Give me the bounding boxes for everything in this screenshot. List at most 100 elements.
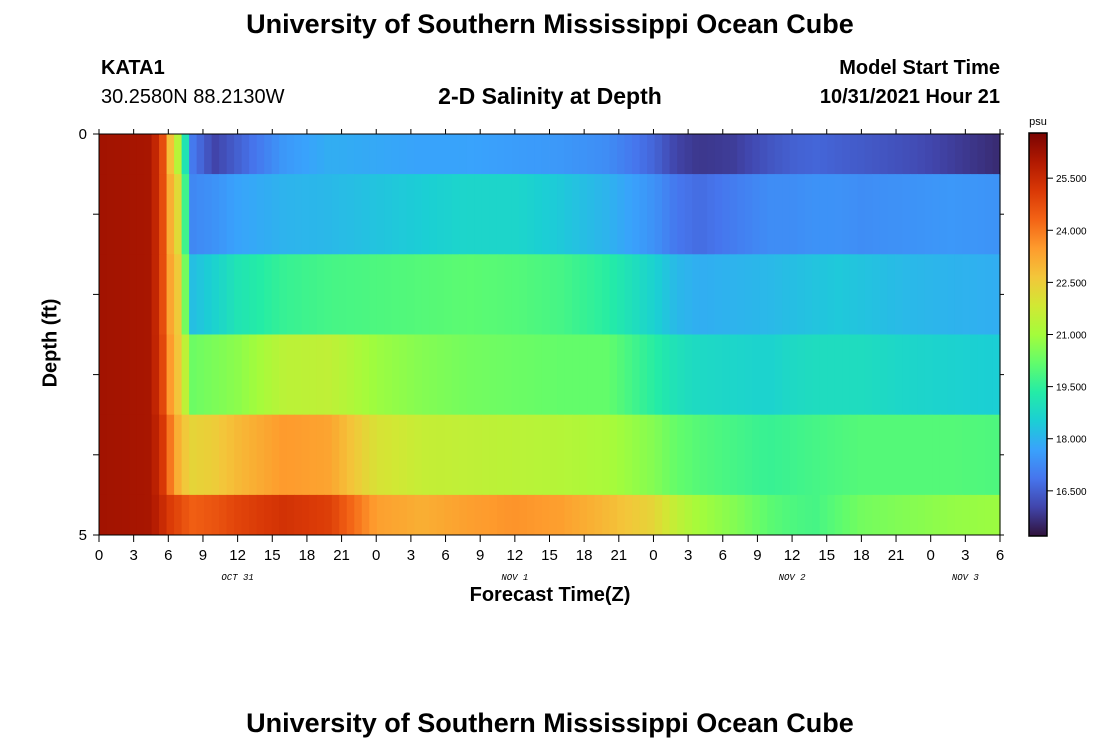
heatmap-cell <box>196 334 205 416</box>
heatmap-cell <box>722 134 731 175</box>
heatmap-cell <box>196 414 205 496</box>
heatmap-cell <box>519 494 528 536</box>
heatmap-cell <box>339 414 348 496</box>
heatmap-cell <box>204 174 213 255</box>
heatmap-cell <box>361 134 370 175</box>
heatmap-cell <box>857 174 866 255</box>
heatmap-cell <box>549 414 558 496</box>
heatmap-cell <box>872 174 881 255</box>
heatmap-cell <box>391 134 400 175</box>
heatmap-cell <box>466 134 476 175</box>
heatmap-cell <box>819 254 828 335</box>
heatmap-cell <box>316 494 325 536</box>
heatmap-cell <box>234 254 243 335</box>
heatmap-cell <box>857 494 866 536</box>
heatmap-cell <box>309 254 318 335</box>
heatmap-cell <box>579 334 588 416</box>
heatmap-cell <box>354 254 363 335</box>
heatmap-cell <box>399 134 408 175</box>
heatmap-cell <box>572 494 581 536</box>
heatmap-cell <box>226 334 235 416</box>
x-tick-label: 0 <box>649 547 657 564</box>
heatmap-cell <box>579 174 588 255</box>
heatmap-cell <box>962 174 971 255</box>
heatmap-cell <box>722 334 731 416</box>
heatmap-cell <box>804 134 813 175</box>
heatmap-cell <box>864 174 873 255</box>
heatmap-cell <box>879 494 888 536</box>
heatmap-cell <box>511 174 521 255</box>
heatmap-cell <box>782 254 791 335</box>
heatmap-cell <box>106 334 115 416</box>
heatmap-cell <box>932 254 941 335</box>
heatmap-cell <box>624 494 633 536</box>
heatmap-cell <box>241 334 250 416</box>
station-id: KATA1 <box>101 57 165 79</box>
heatmap-cell <box>564 174 573 255</box>
heatmap-cell <box>752 134 761 175</box>
colorbar-tick-label: 19.500 <box>1056 383 1087 394</box>
heatmap-cell <box>992 254 1001 335</box>
heatmap-cell <box>399 174 408 255</box>
heatmap-cell <box>744 134 753 175</box>
heatmap-cell <box>189 334 198 416</box>
heatmap-cell <box>384 494 393 536</box>
heatmap-cell <box>346 494 355 536</box>
x-tick-label: 15 <box>541 547 558 564</box>
heatmap-cell <box>977 254 986 335</box>
heatmap-cell <box>286 254 295 335</box>
heatmap-cell <box>662 414 671 496</box>
heatmap-cell <box>849 254 858 335</box>
heatmap-cell <box>204 254 213 335</box>
x-tick-label: 9 <box>753 547 761 564</box>
heatmap-cell <box>932 414 941 496</box>
heatmap-cell <box>872 414 881 496</box>
heatmap-cell <box>151 174 160 255</box>
heatmap-cell <box>414 414 423 496</box>
heatmap-cell <box>256 334 265 416</box>
heatmap-cell <box>369 334 378 416</box>
heatmap-cell <box>572 254 581 335</box>
heatmap-cell <box>136 254 145 335</box>
heatmap-cell <box>617 174 626 255</box>
heatmap-cell <box>271 134 280 175</box>
heatmap-cell <box>924 134 934 175</box>
heatmap-cell <box>834 174 843 255</box>
heatmap-cell <box>797 414 806 496</box>
heatmap-cell <box>489 334 498 416</box>
heatmap-cell <box>639 134 648 175</box>
heatmap-cell <box>279 174 288 255</box>
heatmap-cell <box>99 134 108 175</box>
heatmap-cell <box>489 134 498 175</box>
heatmap-cell <box>692 254 701 335</box>
heatmap-cell <box>549 334 558 416</box>
heatmap-cell <box>541 134 551 175</box>
heatmap-cell <box>954 494 964 536</box>
heatmap-cell <box>519 334 528 416</box>
heatmap-cell <box>226 254 235 335</box>
heatmap-cell <box>121 334 130 416</box>
heatmap-cell <box>526 174 536 255</box>
heatmap-cell <box>902 134 911 175</box>
heatmap-cell <box>984 174 994 255</box>
heatmap-cell <box>526 134 536 175</box>
heatmap-cell <box>256 414 265 496</box>
heatmap-cell <box>211 254 220 335</box>
heatmap-cell <box>587 414 596 496</box>
heatmap-cell <box>391 334 400 416</box>
heatmap-cell <box>429 494 438 536</box>
heatmap-cell <box>939 414 949 496</box>
heatmap-cell <box>459 334 468 416</box>
heatmap-cell <box>271 334 280 416</box>
heatmap-cell <box>909 254 919 335</box>
heatmap-cell <box>977 414 986 496</box>
heatmap-cell <box>752 254 761 335</box>
heatmap-cell <box>602 254 611 335</box>
heatmap-cell <box>159 494 168 536</box>
heatmap-cell <box>617 134 626 175</box>
heatmap-cell <box>924 494 934 536</box>
heatmap-cell <box>549 134 558 175</box>
heatmap-cell <box>406 174 415 255</box>
heatmap-cell <box>782 134 791 175</box>
colorbar-gradient <box>1028 132 1048 537</box>
